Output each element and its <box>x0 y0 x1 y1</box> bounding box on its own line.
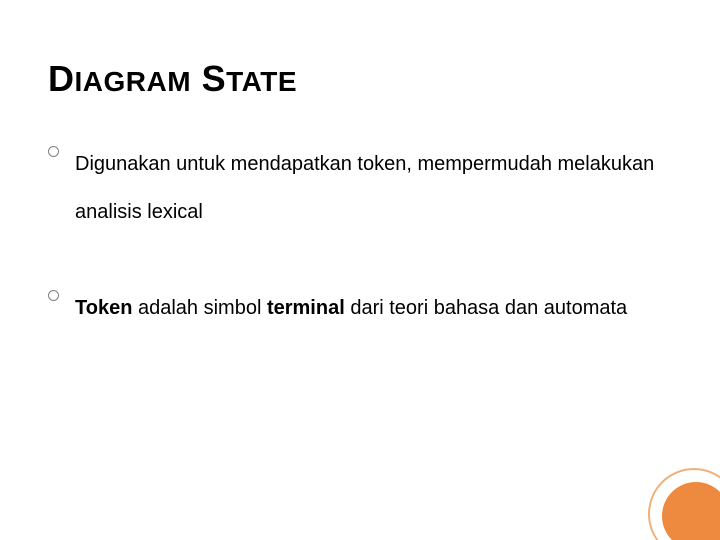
list-item: Token adalah simbol terminal dari teori … <box>48 284 672 332</box>
title-gap <box>191 58 202 99</box>
title-word2-cap: S <box>202 58 227 99</box>
bullet-text-1: Token adalah simbol terminal dari teori … <box>75 284 627 332</box>
list-item: Digunakan untuk mendapatkan token, mempe… <box>48 140 672 236</box>
bold-text: terminal <box>267 297 345 319</box>
page-title: DIAGRAM STATE <box>48 58 297 100</box>
title-word2-rest: TATE <box>226 66 297 97</box>
bold-text: Token <box>75 297 132 319</box>
circle-bullet-icon <box>48 290 59 301</box>
plain-text: adalah simbol <box>132 297 267 319</box>
body-content: Digunakan untuk mendapatkan token, mempe… <box>48 140 672 380</box>
title-word1-cap: D <box>48 58 75 99</box>
plain-text: Digunakan untuk mendapatkan token, mempe… <box>75 153 654 223</box>
plain-text: dari teori bahasa dan automata <box>345 297 627 319</box>
slide: DIAGRAM STATE Digunakan untuk mendapatka… <box>0 0 720 540</box>
bullet-text-0: Digunakan untuk mendapatkan token, mempe… <box>75 140 672 236</box>
title-word1-rest: IAGRAM <box>75 66 192 97</box>
circle-bullet-icon <box>48 146 59 157</box>
